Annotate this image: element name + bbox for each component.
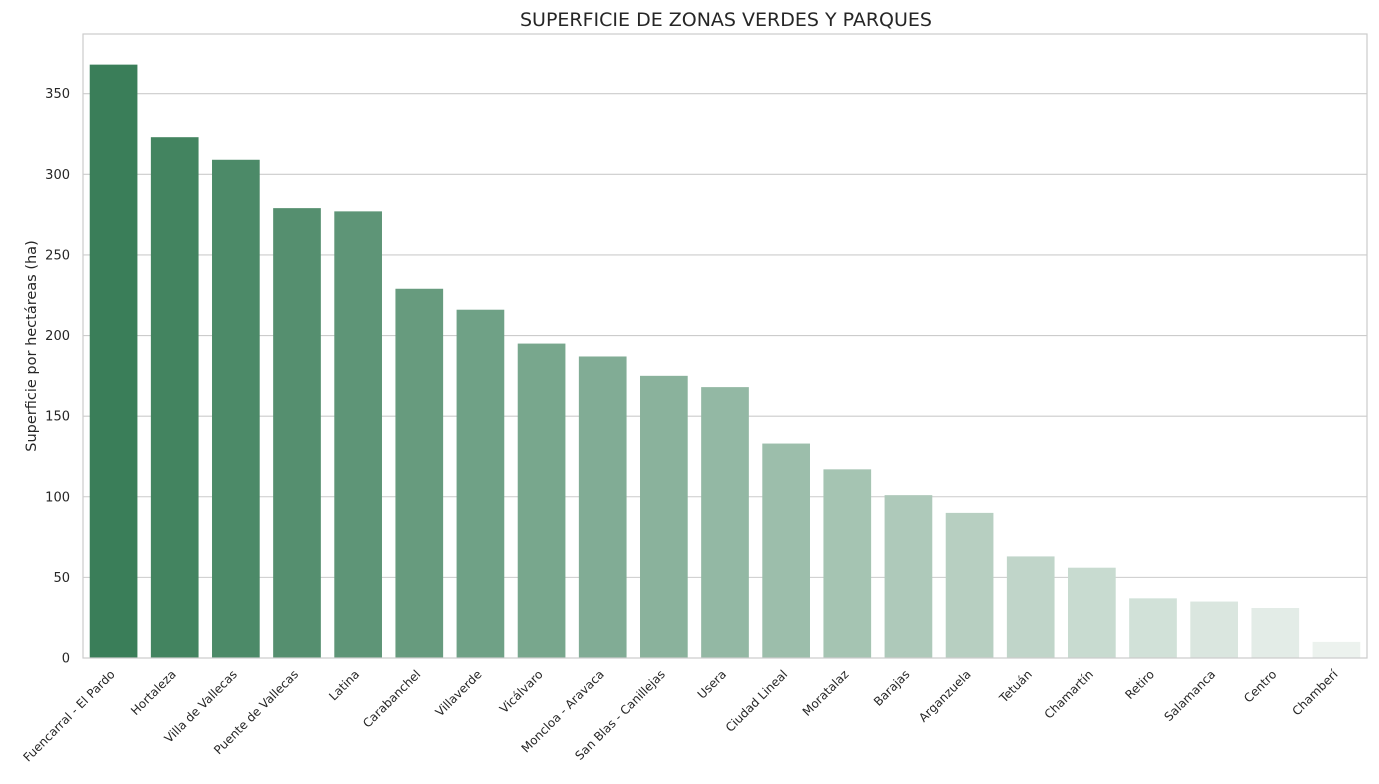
x-tick-label: Retiro — [1122, 667, 1157, 702]
bar — [395, 288, 444, 658]
x-tick-label: Moratalaz — [800, 667, 852, 719]
bar — [578, 356, 627, 658]
bar — [212, 159, 260, 658]
bar — [456, 309, 505, 658]
x-tick-label: Chamberí — [1289, 667, 1341, 719]
x-tick-label: Salamanca — [1162, 667, 1219, 724]
x-tick-label: Chamartín — [1042, 667, 1096, 721]
bar — [334, 211, 382, 659]
bar — [701, 387, 749, 658]
x-tick-label: Carabanchel — [360, 667, 423, 730]
bar — [89, 64, 138, 658]
y-tick-label: 50 — [53, 571, 70, 586]
x-tick-label: Latina — [326, 667, 362, 703]
bar — [640, 375, 688, 658]
bars — [89, 64, 1361, 659]
y-tick-label: 100 — [45, 490, 70, 505]
x-tick-label: Arganzuela — [916, 667, 974, 725]
x-tick-label: Fuencarral - El Pardo — [20, 667, 117, 764]
y-tick-label: 350 — [45, 87, 70, 102]
bar — [150, 137, 199, 659]
bar — [823, 469, 872, 658]
x-tick-label: Centro — [1241, 667, 1279, 705]
x-tick-label: Ciudad Lineal — [723, 667, 790, 734]
y-tick-label: 250 — [45, 248, 70, 263]
x-tick-label: Barajas — [871, 667, 913, 709]
plot-frame — [82, 33, 1368, 659]
y-tick-label: 200 — [45, 329, 70, 344]
x-tick-label: Hortaleza — [128, 667, 179, 718]
bar — [1006, 556, 1055, 658]
x-tick-label: Villaverde — [433, 667, 485, 719]
y-tick-label: 150 — [45, 410, 70, 425]
bar — [1068, 567, 1116, 658]
x-tick-label: Tetuán — [996, 667, 1035, 706]
y-tick-label: 300 — [45, 168, 70, 183]
bar — [1251, 608, 1300, 658]
y-axis-ticks: 0 50 100 150 200 250 300 350 — [45, 87, 70, 666]
chart-title: SUPERFICIE DE ZONAS VERDES Y PARQUES — [520, 9, 932, 31]
x-tick-label: Usera — [695, 667, 729, 701]
y-axis-label: Superficie por hectáreas (ha) — [24, 240, 40, 451]
bar — [1312, 641, 1361, 658]
bar — [1190, 601, 1238, 658]
bar — [762, 443, 810, 658]
bar — [517, 343, 566, 658]
y-tick-label: 0 — [62, 652, 70, 667]
bar — [884, 495, 933, 658]
bar — [945, 512, 994, 658]
bar — [1129, 598, 1177, 658]
x-tick-label: Vicálvaro — [497, 667, 546, 716]
bar — [273, 208, 321, 659]
